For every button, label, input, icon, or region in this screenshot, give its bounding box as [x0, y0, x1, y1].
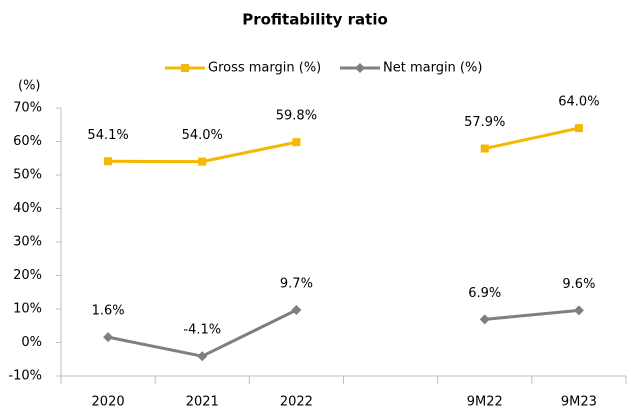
x-tick-label: 2022 [280, 395, 313, 408]
y-tick-label: 70% [13, 101, 42, 116]
x-tick-label: 2021 [186, 395, 219, 408]
marker [292, 138, 301, 147]
marker [480, 144, 489, 153]
data-label: 64.0% [558, 95, 599, 110]
data-label: 9.6% [562, 277, 595, 292]
chart-title: Profitability ratio [242, 11, 388, 29]
data-label: 54.0% [182, 128, 223, 143]
y-tick-label: 0% [21, 335, 42, 350]
y-tick-label: 40% [13, 201, 42, 216]
y-tick-label: 10% [13, 302, 42, 317]
marker [574, 124, 583, 133]
legend-label: Gross margin (%) [208, 61, 321, 76]
y-tick-label: 60% [13, 134, 42, 149]
x-tick-label: 9M22 [467, 395, 503, 408]
y-axis-label: (%) [18, 79, 41, 94]
x-tick-label: 2020 [92, 395, 125, 408]
data-label: 57.9% [464, 115, 505, 130]
marker [197, 351, 208, 362]
series-line [108, 126, 580, 164]
marker [573, 305, 584, 316]
marker [103, 332, 114, 343]
marker [181, 64, 189, 72]
data-label: 6.9% [468, 286, 501, 301]
data-label: 1.6% [92, 304, 125, 319]
y-tick-label: 30% [13, 235, 42, 250]
marker [355, 63, 365, 73]
data-label: -4.1% [183, 323, 221, 338]
data-label: 54.1% [87, 128, 128, 143]
marker [104, 157, 113, 166]
series-line [107, 308, 580, 358]
x-tick-label: 9M23 [561, 395, 597, 408]
data-label: 9.7% [280, 277, 313, 292]
marker [479, 314, 490, 325]
y-tick-label: 50% [13, 168, 42, 183]
y-tick-label: 20% [13, 268, 42, 283]
marker [291, 305, 302, 316]
data-label: 59.8% [276, 109, 317, 124]
legend-label: Net margin (%) [383, 61, 482, 76]
marker [198, 157, 207, 166]
y-tick-label: -10% [8, 369, 42, 384]
